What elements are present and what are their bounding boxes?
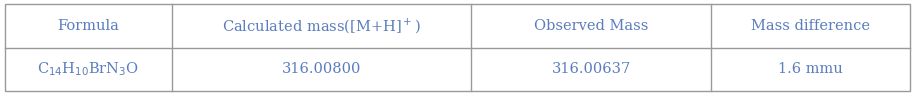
Text: Formula: Formula (58, 19, 119, 33)
Text: Calculated mass([M+H]$^+$): Calculated mass([M+H]$^+$) (222, 16, 421, 35)
Text: Observed Mass: Observed Mass (534, 19, 649, 33)
Text: 316.00800: 316.00800 (282, 62, 361, 76)
Text: 316.00637: 316.00637 (552, 62, 630, 76)
Text: Mass difference: Mass difference (751, 19, 870, 33)
Text: C$_{14}$H$_{10}$BrN$_{3}$O: C$_{14}$H$_{10}$BrN$_{3}$O (38, 61, 139, 78)
Text: 1.6 mmu: 1.6 mmu (779, 62, 843, 76)
